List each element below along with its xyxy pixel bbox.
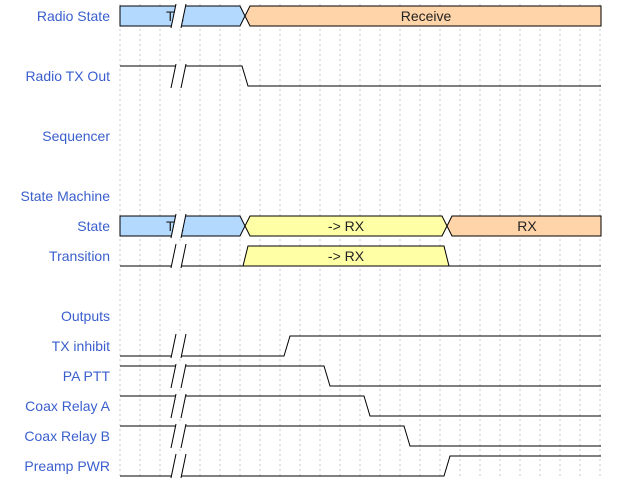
transition-wave: -> RX (120, 243, 601, 269)
state-rx-segment (446, 215, 602, 237)
signal-label-tx-inhibit: TX inhibit (52, 338, 110, 354)
group-label-outputs: Outputs (61, 308, 110, 324)
signal-label-pa-ptt: PA PTT (63, 368, 111, 384)
radio-state-receive-segment (244, 5, 602, 27)
signal-label-preamp-pwr: Preamp PWR (24, 458, 110, 474)
timing-grid (119, 4, 601, 478)
pa-ptt-wave (120, 363, 601, 389)
time-break-marker (170, 393, 187, 419)
radio-state-receive-label: Receive (401, 8, 452, 24)
state-rx-label: RX (517, 218, 537, 234)
signal-label-radio-state: Radio State (37, 8, 110, 24)
time-break-marker (170, 63, 187, 89)
tx-inhibit-wave (120, 333, 601, 359)
time-break-marker (170, 423, 187, 449)
group-label-sequencer: Sequencer (42, 128, 110, 144)
coax-relay-b-wave (120, 423, 601, 449)
signal-label-state: State (77, 218, 110, 234)
time-break-marker (170, 333, 187, 359)
coax-relay-a-wave (120, 393, 601, 419)
preamp-pwr-wave (120, 453, 601, 479)
group-label-state-machine: State Machine (21, 188, 111, 204)
state-transition-segment (244, 215, 448, 237)
state-transition-label: -> RX (328, 218, 365, 234)
time-break-marker (170, 243, 187, 269)
signal-label-radio-tx-out: Radio TX Out (25, 68, 110, 84)
signal-label-transition: Transition (49, 248, 110, 264)
signal-label-coax-relay-a: Coax Relay A (25, 398, 110, 414)
time-break-marker (170, 213, 187, 239)
state-bus: TX -> RX RX (119, 213, 602, 239)
time-break-marker (170, 453, 187, 479)
time-break-marker (170, 363, 187, 389)
signal-label-coax-relay-b: Coax Relay B (24, 428, 110, 444)
radio-tx-out-wave (120, 63, 601, 89)
time-break-marker (170, 3, 187, 29)
radio-state-bus: TX Receive (119, 3, 602, 29)
transition-label: -> RX (328, 248, 365, 264)
